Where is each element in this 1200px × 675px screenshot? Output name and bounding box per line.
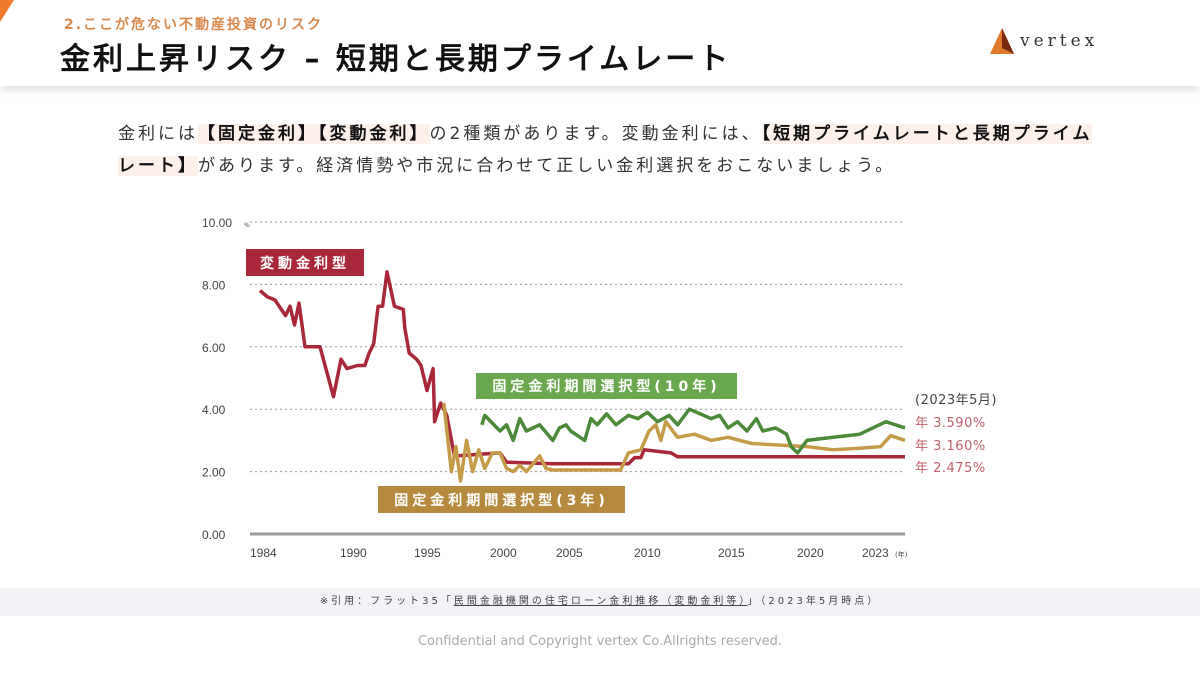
y-tick-label: 8.00 xyxy=(202,278,226,292)
date-note: (2023年5月) xyxy=(915,393,997,408)
intro-text: 金利には【固定金利】【変動金利】の2種類があります。変動金利には、【短期プライム… xyxy=(118,118,1098,182)
x-tick-label: 2010 xyxy=(634,546,661,560)
page-title: 金利上昇リスク – 短期と長期プライムレート xyxy=(60,42,732,77)
intro-bold-1: 【固定金利】【変動金利】 xyxy=(198,124,430,144)
y-tick-label: 6.00 xyxy=(202,341,226,355)
y-tick-label: 10.00 xyxy=(202,216,232,230)
end-label-3y: 年 3.160% xyxy=(915,439,986,454)
intro-text-2: の2種類があります。変動金利には、 xyxy=(429,124,762,144)
intro-text-3: があります。経済情勢や市況に合わせて正しい金利選択をおこないましょう。 xyxy=(198,156,896,176)
vertex-logo-icon xyxy=(990,28,1014,54)
end-label-10y: 年 3.590% xyxy=(915,416,986,431)
citation: ※引用：フラット35「民間金融機関の住宅ローン金利推移（変動金利等）」（2023… xyxy=(0,588,1200,616)
citation-prefix: ※引用：フラット35「 xyxy=(319,596,454,607)
series-line-fixed-10y xyxy=(480,407,906,455)
corner-accent xyxy=(0,0,14,22)
logo: vertex xyxy=(988,26,1098,56)
citation-suffix: 」（2023年5月時点） xyxy=(747,596,881,607)
y-unit-label: % xyxy=(244,222,250,229)
y-tick-label: 4.00 xyxy=(202,403,226,417)
y-tick-label: 2.00 xyxy=(202,466,226,480)
x-tick-label: 1990 xyxy=(340,546,367,560)
x-tick-label: 2020 xyxy=(797,546,824,560)
x-tick-label: 1984 xyxy=(250,546,277,560)
citation-link[interactable]: 民間金融機関の住宅ローン金利推移（変動金利等） xyxy=(453,596,748,607)
logo-text: vertex xyxy=(1020,31,1099,51)
x-tick-label: 2023 xyxy=(862,546,889,560)
series-line-fixed-3y xyxy=(442,402,906,483)
x-tick-label: 2015 xyxy=(718,546,745,560)
footer-copyright: Confidential and Copyright vertex Co.All… xyxy=(417,634,783,649)
x-axis-unit: (年) xyxy=(895,550,908,559)
series-label-fixed-10y: 固定金利期間選択型(10年) xyxy=(476,373,737,399)
x-tick-label: 2000 xyxy=(490,546,517,560)
x-tick-label: 1995 xyxy=(414,546,441,560)
header: 2.ここが危ない不動産投資のリスク 金利上昇リスク – 短期と長期プライムレート… xyxy=(0,0,1200,86)
interest-rate-chart: 0.00 2.00 4.00 6.00 8.00 10.00 % 1984 1990 1995 20… xyxy=(202,216,908,560)
section-label: 2.ここが危ない不動産投資のリスク xyxy=(64,17,324,33)
end-label-variable: 年 2.475% xyxy=(915,461,986,476)
intro-text-1: 金利には xyxy=(118,124,198,144)
series-label-variable: 変動金利型 xyxy=(246,249,364,276)
series-label-fixed-3y: 固定金利期間選択型(3年) xyxy=(378,486,625,513)
series-line-variable xyxy=(258,270,905,466)
y-tick-label: 0.00 xyxy=(202,528,226,542)
x-tick-label: 2005 xyxy=(556,546,583,560)
